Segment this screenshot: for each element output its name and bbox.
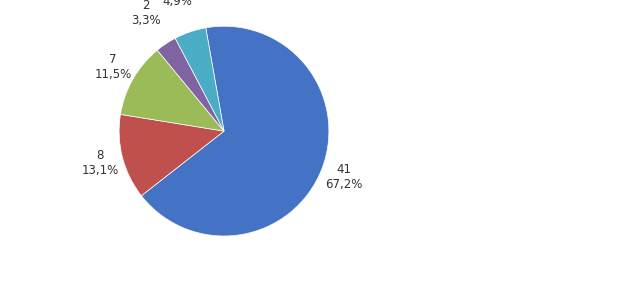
Wedge shape xyxy=(175,28,224,131)
Wedge shape xyxy=(119,114,224,196)
Text: 7
11,5%: 7 11,5% xyxy=(94,53,132,81)
Wedge shape xyxy=(141,26,329,236)
Text: 8
13,1%: 8 13,1% xyxy=(81,149,118,177)
Wedge shape xyxy=(120,50,224,131)
Text: 41
67,2%: 41 67,2% xyxy=(324,163,362,191)
Text: 2
3,3%: 2 3,3% xyxy=(131,0,161,27)
Wedge shape xyxy=(157,38,224,131)
Text: 3
4,9%: 3 4,9% xyxy=(163,0,192,8)
